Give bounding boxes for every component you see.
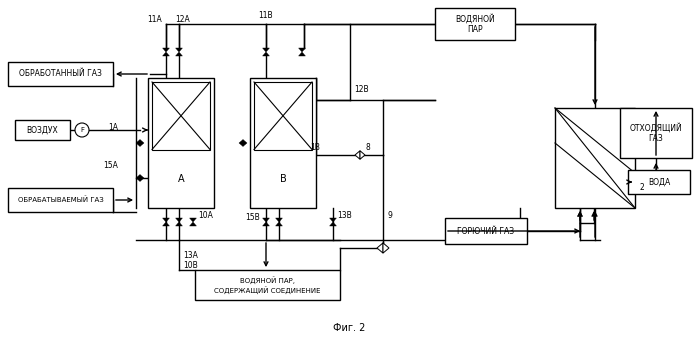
Polygon shape xyxy=(175,52,182,56)
Bar xyxy=(8,188,113,212)
Polygon shape xyxy=(298,52,305,56)
Bar xyxy=(148,78,214,208)
Text: ОБРАБАТЫВАЕМЫЙ ГАЗ: ОБРАБАТЫВАЕМЫЙ ГАЗ xyxy=(17,197,103,203)
Text: ГОРЮЧИЙ ГАЗ: ГОРЮЧИЙ ГАЗ xyxy=(457,226,514,236)
Text: ВОДА: ВОДА xyxy=(648,178,670,187)
Bar xyxy=(254,82,312,149)
Polygon shape xyxy=(243,139,247,146)
Polygon shape xyxy=(175,48,182,52)
Polygon shape xyxy=(263,52,269,56)
Text: 15В: 15В xyxy=(245,213,260,222)
Polygon shape xyxy=(263,218,269,222)
Bar xyxy=(628,170,690,194)
Bar xyxy=(195,270,340,300)
Polygon shape xyxy=(263,222,269,226)
Polygon shape xyxy=(163,222,169,226)
Polygon shape xyxy=(383,243,389,253)
Text: ВОДЯНОЙ
ПАР: ВОДЯНОЙ ПАР xyxy=(455,14,495,34)
Text: F: F xyxy=(80,127,84,133)
Polygon shape xyxy=(360,151,365,159)
Circle shape xyxy=(75,123,89,137)
Bar xyxy=(620,108,692,158)
Bar xyxy=(250,78,316,208)
Polygon shape xyxy=(163,52,169,56)
Polygon shape xyxy=(330,218,336,222)
Text: 12А: 12А xyxy=(175,15,189,25)
Text: A: A xyxy=(178,174,185,184)
Polygon shape xyxy=(275,222,282,226)
Bar xyxy=(15,120,70,140)
Bar xyxy=(8,62,113,86)
Polygon shape xyxy=(140,175,144,181)
Polygon shape xyxy=(163,48,169,52)
Polygon shape xyxy=(189,222,196,226)
Polygon shape xyxy=(239,139,243,146)
Bar xyxy=(445,218,527,244)
Polygon shape xyxy=(275,218,282,222)
Polygon shape xyxy=(330,222,336,226)
Text: 13В: 13В xyxy=(337,210,352,220)
Text: Фиг. 2: Фиг. 2 xyxy=(333,323,366,333)
Polygon shape xyxy=(377,243,383,253)
Text: ОБРАБОТАННЫЙ ГАЗ: ОБРАБОТАННЫЙ ГАЗ xyxy=(19,70,102,78)
Text: 13А: 13А xyxy=(183,251,198,260)
Text: 1А: 1А xyxy=(108,123,118,133)
Polygon shape xyxy=(175,218,182,222)
Text: ВОДЯНОЙ ПАР,
СОДЕРЖАЩИЙ СОЕДИНЕНИЕ: ВОДЯНОЙ ПАР, СОДЕРЖАЩИЙ СОЕДИНЕНИЕ xyxy=(215,277,321,294)
Text: ОТХОДЯЩИЙ
ГАЗ: ОТХОДЯЩИЙ ГАЗ xyxy=(630,123,682,143)
Text: 11В: 11В xyxy=(259,11,273,19)
Text: 9: 9 xyxy=(388,210,393,220)
Polygon shape xyxy=(175,222,182,226)
Text: 2: 2 xyxy=(640,183,644,193)
Text: B: B xyxy=(280,174,287,184)
Text: 15А: 15А xyxy=(103,161,118,169)
Polygon shape xyxy=(298,48,305,52)
Polygon shape xyxy=(163,218,169,222)
Polygon shape xyxy=(136,175,140,181)
Polygon shape xyxy=(263,48,269,52)
Text: 11А: 11А xyxy=(147,15,162,25)
Text: 12В: 12В xyxy=(354,86,368,94)
Bar xyxy=(435,8,515,40)
Bar xyxy=(555,108,635,208)
Text: 8: 8 xyxy=(366,144,370,152)
Polygon shape xyxy=(136,139,140,146)
Text: ВОЗДУХ: ВОЗДУХ xyxy=(27,125,59,134)
Text: 10В: 10В xyxy=(183,261,198,269)
Polygon shape xyxy=(189,218,196,222)
Bar xyxy=(152,82,210,149)
Text: 10А: 10А xyxy=(198,210,213,220)
Text: 1В: 1В xyxy=(310,144,320,152)
Polygon shape xyxy=(140,139,144,146)
Polygon shape xyxy=(355,151,360,159)
